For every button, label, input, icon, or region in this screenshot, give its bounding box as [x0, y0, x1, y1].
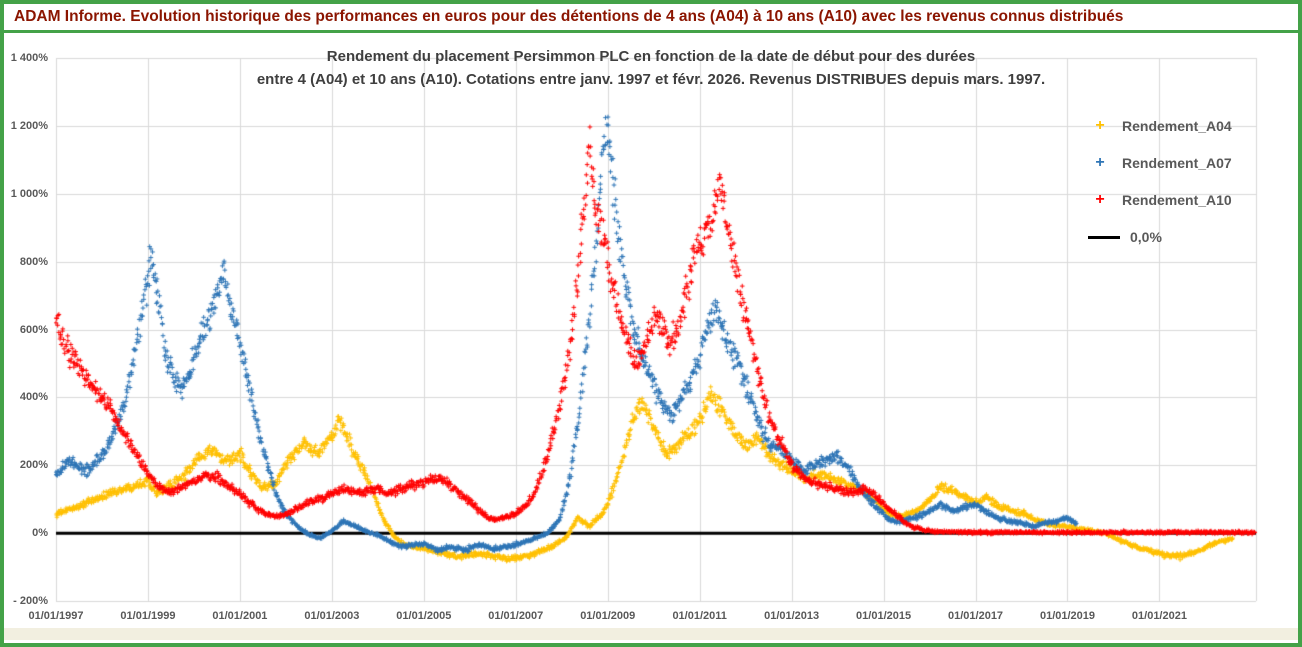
- legend-item-rendement-a10: + Rendement_A10: [1088, 191, 1232, 209]
- x-tick-label: 01/01/2001: [212, 610, 268, 622]
- chart-plot-canvas: [4, 33, 1298, 640]
- legend-item-rendement-a07: + Rendement_A07: [1088, 154, 1232, 172]
- x-tick-label: 01/01/1999: [120, 610, 176, 622]
- y-tick-label: - 200%: [13, 595, 48, 607]
- plus-marker-icon: +: [1095, 117, 1105, 134]
- x-tick-label: 01/01/2019: [1039, 610, 1096, 622]
- chart-legend: + Rendement_A04 + Rendement_A07 + Rendement_A…: [1088, 117, 1232, 265]
- header-title: ADAM Informe. Evolution historique des p…: [14, 8, 1124, 25]
- x-tick-label: 01/01/2015: [856, 610, 912, 622]
- legend-label: 0,0%: [1130, 229, 1162, 245]
- legend-label: Rendement_A10: [1122, 192, 1232, 208]
- legend-label: Rendement_A04: [1122, 118, 1232, 134]
- y-tick-label: 600%: [19, 323, 48, 336]
- legend-label: Rendement_A07: [1122, 155, 1232, 171]
- x-tick-label: 01/01/2005: [396, 610, 452, 622]
- plus-marker-icon: +: [1095, 154, 1105, 171]
- x-tick-label: 01/01/1997: [28, 610, 84, 622]
- plus-marker-icon: +: [1095, 191, 1105, 208]
- y-tick-label: 1 200%: [10, 119, 48, 132]
- y-tick-label: 800%: [19, 255, 48, 268]
- x-tick-label: 01/01/2003: [304, 610, 360, 622]
- x-tick-label: 01/01/2011: [672, 610, 727, 622]
- y-tick-label: 200%: [19, 459, 48, 472]
- chart-area: Rendement du placement Persimmon PLC en …: [4, 33, 1298, 640]
- x-tick-label: 01/01/2013: [764, 610, 820, 622]
- line-marker-icon: [1088, 235, 1120, 239]
- y-tick-label: 400%: [19, 391, 48, 404]
- y-tick-label: 1 000%: [10, 187, 48, 200]
- x-tick-label: 01/01/2009: [580, 610, 636, 622]
- legend-item-rendement-a04: + Rendement_A04: [1088, 117, 1232, 135]
- legend-item-0-0-: 0,0%: [1088, 228, 1232, 246]
- x-tick-label: 01/01/2017: [948, 610, 1004, 622]
- x-tick-label: 01/01/2007: [488, 610, 544, 622]
- x-tick-label: 01/01/2021: [1131, 610, 1187, 622]
- y-tick-label: 1 400%: [10, 52, 48, 64]
- header-banner: ADAM Informe. Evolution historique des p…: [4, 4, 1298, 33]
- y-tick-label: 0%: [32, 527, 48, 540]
- bottom-strip: [4, 628, 1298, 640]
